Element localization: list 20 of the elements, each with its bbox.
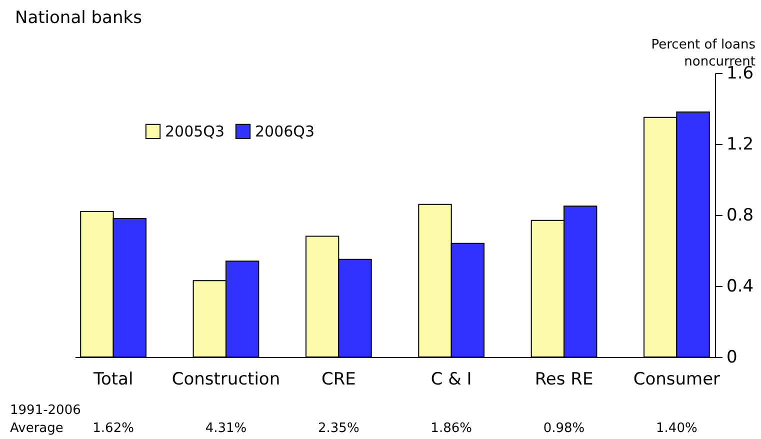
y-tick-label: 1.2: [726, 134, 754, 154]
text: 4.31%: [205, 421, 247, 436]
text: 2.35%: [318, 421, 360, 436]
x-tick-label: Total: [92, 370, 134, 390]
legend-label: 2006Q3: [255, 122, 315, 140]
y-tick-label: 0.8: [726, 206, 754, 226]
text: 0.98%: [543, 421, 585, 436]
text: 1.62%: [92, 421, 134, 436]
text: 1.40%: [656, 421, 698, 436]
x-tick-label: Consumer: [633, 370, 720, 390]
legend-label: 2005Q3: [165, 122, 225, 140]
y-tick-label: 0: [726, 348, 738, 368]
text: 1.86%: [430, 421, 472, 436]
x-tick-label: Construction: [172, 370, 280, 390]
chart-title: National banks: [15, 8, 142, 28]
x-tick-label: CRE: [321, 370, 356, 390]
x-tick-label: Res RE: [534, 370, 594, 390]
x-tick-label: C & I: [430, 370, 472, 390]
text: 1991-2006 Average: [10, 403, 81, 436]
y-tick-label: 0.4: [726, 276, 754, 296]
